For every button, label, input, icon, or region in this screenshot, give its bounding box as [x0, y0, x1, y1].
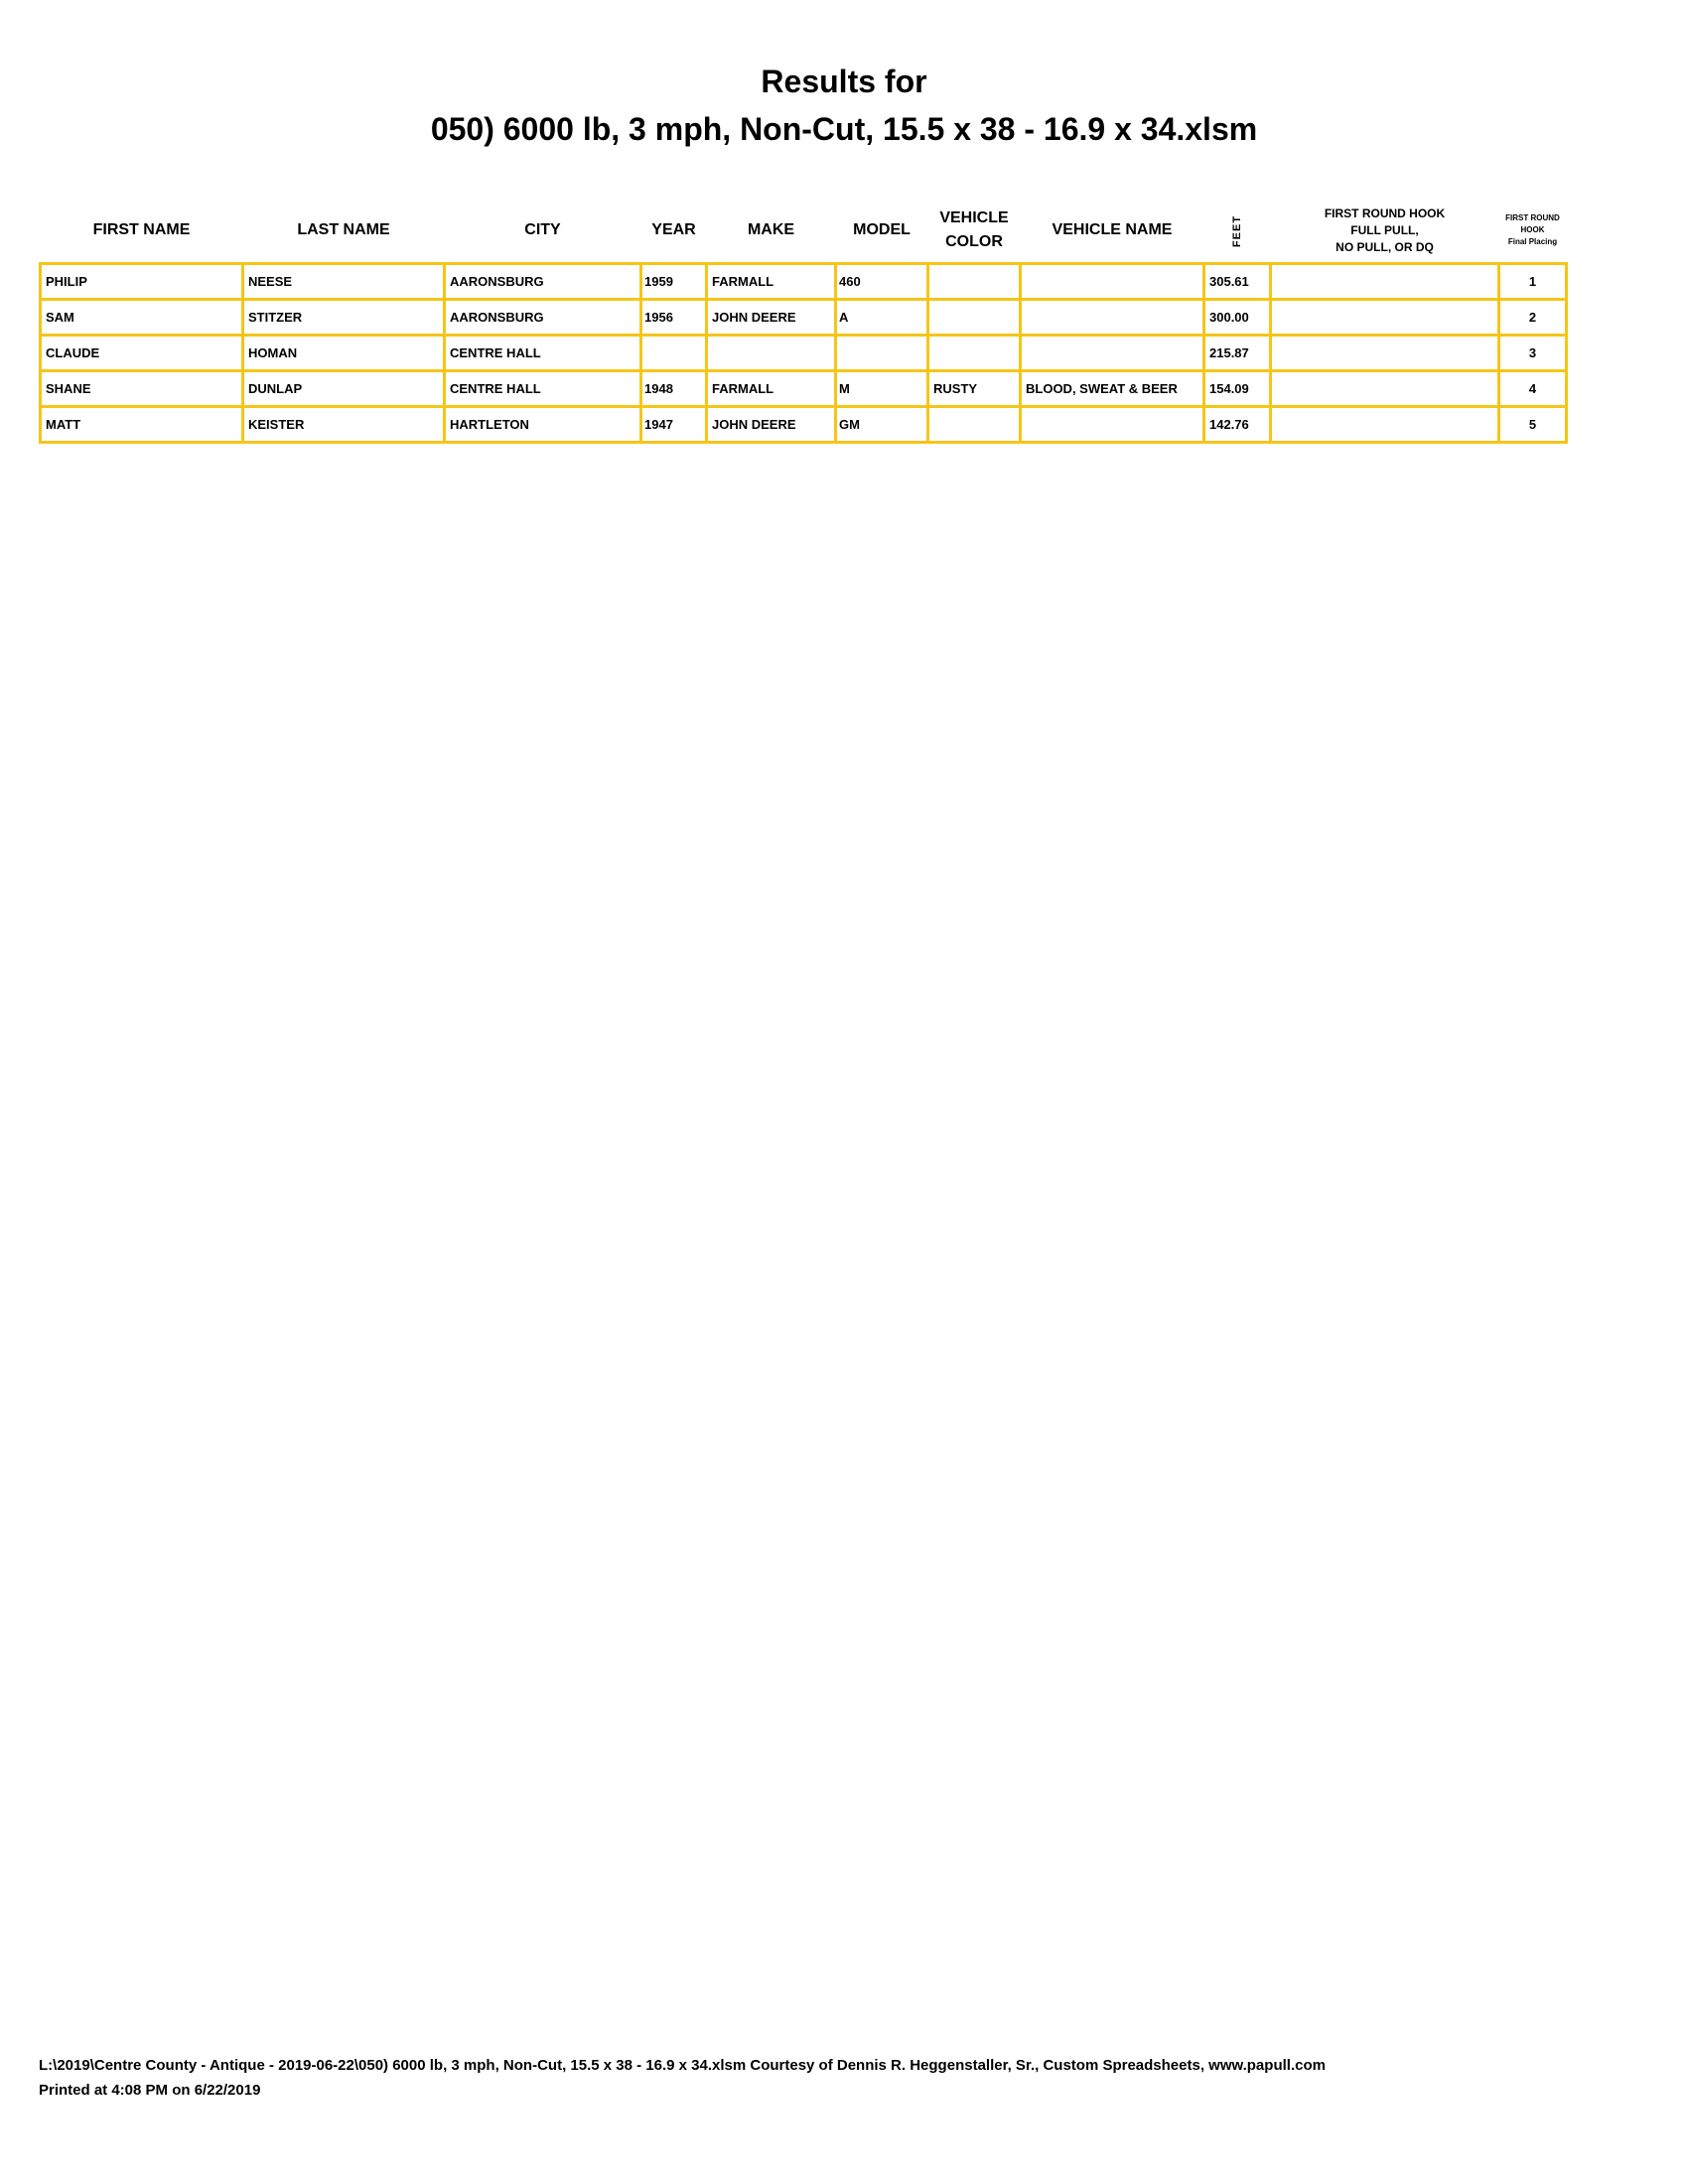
fr1: FIRST ROUND HOOK: [1324, 205, 1446, 220]
page-title-line1: Results for: [761, 64, 927, 99]
page-title-line2: 050) 6000 lb, 3 mph, Non-Cut, 15.5 x 38 …: [430, 111, 1258, 147]
table-cell: [1269, 262, 1500, 301]
vc2: COLOR: [945, 233, 1003, 250]
col-city: CITY: [524, 221, 561, 238]
table-cell: STITZER: [241, 298, 446, 337]
table-cell: AARONSBURG: [443, 262, 642, 301]
table-row: PHILIP NEESE AARONSBURG 1959 FARMALL 460 305.6…: [39, 262, 1568, 301]
table-cell: [1269, 369, 1500, 408]
fp3: Final Placing: [1507, 237, 1558, 246]
fr3: NO PULL, OR DQ: [1336, 239, 1434, 254]
table-cell: [1019, 334, 1205, 372]
table-cell: [926, 405, 1022, 444]
table-cell: SHANE: [39, 369, 244, 408]
table-cell: 1956: [639, 298, 708, 337]
table-cell: [926, 262, 1022, 301]
col-final-placing: FIRST ROUND HOOK Final Placing: [1499, 199, 1567, 264]
table-cell: [705, 334, 837, 372]
table-cell: 5: [1497, 405, 1568, 444]
table-cell: JOHN DEERE: [705, 298, 837, 337]
table-cell: HARTLETON: [443, 405, 642, 444]
table-row: SHANE DUNLAP CENTRE HALL 1948 FARMALL M RUSTY B…: [39, 369, 1568, 408]
table-cell: [1269, 405, 1500, 444]
table-cell: CENTRE HALL: [443, 369, 642, 408]
table-cell: 1: [1497, 262, 1568, 301]
table-cell: MATT: [39, 405, 244, 444]
table-row: CLAUDE HOMAN CENTRE HALL 215.87 3: [39, 334, 1568, 372]
table-cell: [1269, 298, 1500, 337]
table-cell: [1019, 405, 1205, 444]
table-cell: CENTRE HALL: [443, 334, 642, 372]
table-cell: [926, 334, 1022, 372]
table-cell: RUSTY: [926, 369, 1022, 408]
table-cell: 2: [1497, 298, 1568, 337]
table-cell: FARMALL: [705, 369, 837, 408]
table-cell: GM: [834, 405, 929, 444]
col-feet: FEET: [1204, 199, 1271, 264]
table-cell: KEISTER: [241, 405, 446, 444]
header-row: FIRST NAME LAST NAME CITY YEAR MAKE MODE…: [41, 199, 1567, 264]
table-cell: PHILIP: [39, 262, 244, 301]
table-cell: [834, 334, 929, 372]
vc1: VEHICLE: [939, 209, 1009, 226]
table-cell: A: [834, 298, 929, 337]
fr2: FULL PULL,: [1350, 222, 1419, 237]
fp2: HOOK: [1520, 225, 1545, 234]
table-cell: SAM: [39, 298, 244, 337]
table-cell: 1948: [639, 369, 708, 408]
table-cell: JOHN DEERE: [705, 405, 837, 444]
col-year: YEAR: [651, 221, 696, 238]
col-vehicle-color: VEHICLE COLOR: [928, 199, 1021, 264]
table-cell: FARMALL: [705, 262, 837, 301]
col-vehicle-name: VEHICLE NAME: [1052, 221, 1173, 238]
table-cell: 305.61: [1202, 262, 1272, 301]
col-first-name: FIRST NAME: [92, 221, 191, 238]
table-cell: AARONSBURG: [443, 298, 642, 337]
table-cell: [1269, 334, 1500, 372]
footer-printed: Printed at 4:08 PM on 6/22/2019: [39, 2082, 261, 2099]
table-cell: 3: [1497, 334, 1568, 372]
table-cell: DUNLAP: [241, 369, 446, 408]
table-cell: 154.09: [1202, 369, 1272, 408]
table-cell: CLAUDE: [39, 334, 244, 372]
table-row: MATT KEISTER HARTLETON 1947 JOHN DEERE GM 142.…: [39, 405, 1568, 444]
col-model: MODEL: [853, 221, 911, 238]
table-row: SAM STITZER AARONSBURG 1956 JOHN DEERE A 300.0…: [39, 298, 1568, 337]
table-cell: [1019, 298, 1205, 337]
feet-label: FEET: [1231, 214, 1243, 247]
table-cell: NEESE: [241, 262, 446, 301]
fp1: FIRST ROUND: [1505, 213, 1560, 222]
table-cell: [1019, 262, 1205, 301]
footer-path: L:\2019\Centre County - Antique - 2019-0…: [39, 2057, 1326, 2074]
table-cell: [639, 334, 708, 372]
table-cell: 1959: [639, 262, 708, 301]
table-cell: 215.87: [1202, 334, 1272, 372]
table-cell: HOMAN: [241, 334, 446, 372]
table-cell: BLOOD, SWEAT & BEER: [1019, 369, 1205, 408]
col-last-name: LAST NAME: [297, 221, 390, 238]
table-cell: 460: [834, 262, 929, 301]
col-make: MAKE: [747, 221, 795, 238]
table-cell: 1947: [639, 405, 708, 444]
col-first-round-hook: FIRST ROUND HOOK FULL PULL, NO PULL, OR DQ: [1271, 199, 1499, 264]
table-cell: 4: [1497, 369, 1568, 408]
table-cell: 300.00: [1202, 298, 1272, 337]
table-cell: [926, 298, 1022, 337]
table-cell: M: [834, 369, 929, 408]
results-table: FIRST NAME LAST NAME CITY YEAR MAKE MODE…: [39, 199, 1568, 444]
table-cell: 142.76: [1202, 405, 1272, 444]
